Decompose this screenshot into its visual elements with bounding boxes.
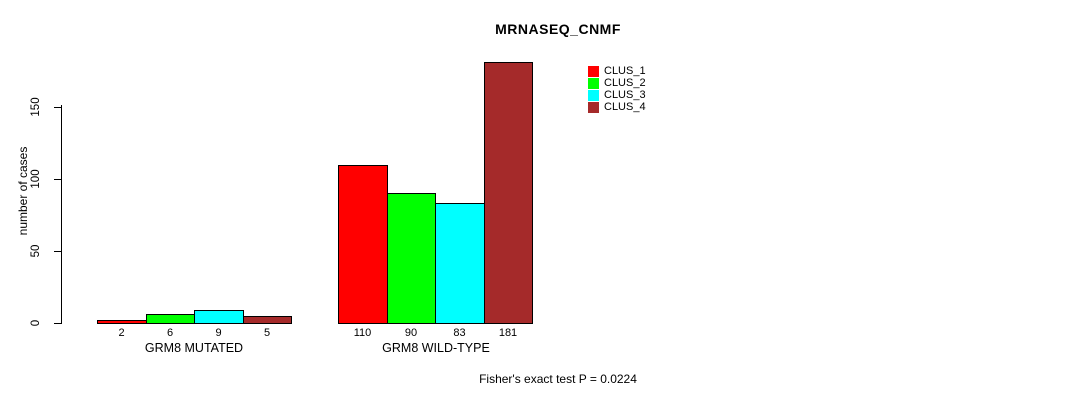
legend-item: CLUS_1	[588, 66, 646, 77]
chart-title: MRNASEQ_CNMF	[495, 21, 621, 37]
y-axis-tick	[54, 251, 61, 252]
y-axis-tick	[54, 107, 61, 108]
legend-label: CLUS_2	[604, 77, 646, 89]
bar-value-label: 90	[404, 327, 418, 339]
bar-clus_4-group1	[243, 316, 292, 324]
y-axis-tick-label: 100	[30, 169, 42, 189]
y-axis-tick-label: 150	[30, 97, 42, 117]
legend-label: CLUS_1	[604, 65, 646, 77]
y-axis-tick	[54, 179, 61, 180]
bar-clus_2-group1	[146, 314, 195, 324]
legend-item: CLUS_2	[588, 78, 646, 89]
bar-value-label: 110	[353, 327, 372, 339]
bar-clus_2-group2	[387, 193, 436, 324]
legend-swatch	[588, 90, 599, 101]
bar-value-label: 181	[498, 327, 518, 339]
bar-clus_4-group2	[484, 62, 533, 324]
legend-swatch	[588, 102, 599, 113]
bar-clus_3-group1	[194, 310, 244, 324]
bar-value-label: 5	[263, 327, 271, 339]
bar-value-label: 9	[215, 327, 222, 339]
y-axis-tick-label: 0	[30, 319, 42, 327]
legend-swatch	[588, 78, 599, 89]
y-axis-label: number of cases	[16, 146, 30, 236]
bar-value-label: 6	[166, 327, 174, 339]
x-category-label-wildtype: GRM8 WILD-TYPE	[382, 341, 490, 355]
x-category-label-mutated: GRM8 MUTATED	[144, 341, 244, 355]
bar-value-label: 2	[118, 327, 125, 339]
legend-label: CLUS_3	[604, 89, 646, 101]
bar-clus_1-group1	[97, 320, 147, 324]
bar-value-label: 83	[453, 327, 466, 339]
bar-clus_1-group2	[338, 165, 388, 324]
stats-caption: Fisher's exact test P = 0.0224	[479, 372, 637, 386]
y-axis-tick-label: 50	[30, 244, 42, 258]
legend-item: CLUS_4	[588, 102, 646, 113]
legend-label: CLUS_4	[604, 101, 646, 113]
y-axis-tick	[54, 323, 61, 324]
legend-swatch	[588, 66, 599, 77]
legend: CLUS_1 CLUS_2 CLUS_3 CLUS_4	[588, 66, 646, 113]
bar-clus_3-group2	[435, 203, 485, 324]
legend-item: CLUS_3	[588, 90, 646, 101]
y-axis-line	[61, 105, 62, 324]
